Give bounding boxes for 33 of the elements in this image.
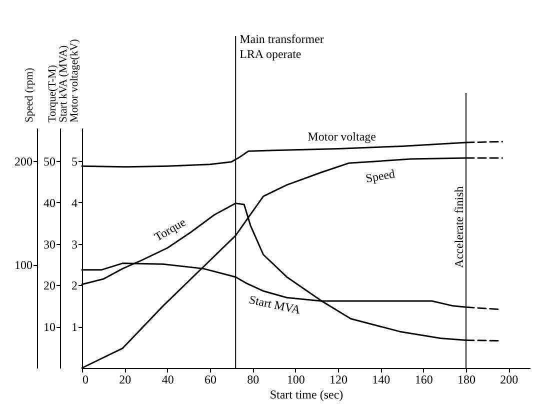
y3-tick-label: 100 <box>14 258 32 272</box>
x-tick-label: 0 <box>82 372 88 386</box>
text: Start MVA <box>248 292 302 317</box>
x-tick-label: 200 <box>500 372 518 386</box>
x-tick-label: 140 <box>372 372 390 386</box>
series-label: Motor voltage <box>308 130 376 144</box>
y2-tick-label: 10 <box>44 320 56 334</box>
x-tick-label: 40 <box>162 372 174 386</box>
y-tick-label: 1 <box>72 320 78 334</box>
x-tick-label: 20 <box>119 372 132 386</box>
ref-line-label: Accelerate finish <box>452 186 466 268</box>
text: Speed <box>364 166 396 186</box>
y3-axis-title: Speed (rpm) <box>24 67 36 122</box>
ref-line-label: Main transformer LRA operate <box>240 32 324 61</box>
text: Torque <box>152 214 188 244</box>
x-tick-label: 100 <box>286 372 305 386</box>
x-tick-label: 120 <box>330 372 348 386</box>
x-axis-title: Start time (sec) <box>270 388 344 402</box>
y3-tick-label: 200 <box>14 154 32 169</box>
y2-tick-label: 50 <box>44 154 56 169</box>
y-axis-title: Motor voltage(kV) <box>68 38 80 122</box>
y-tick-label: 5 <box>72 154 78 169</box>
y2-tick-label: 40 <box>44 196 56 210</box>
y2-tick-label: 20 <box>44 278 56 293</box>
y-tick-label: 2 <box>72 278 78 293</box>
y-tick-label: 3 <box>72 237 78 252</box>
y-tick-label: 4 <box>72 196 78 210</box>
x-tick-label: 60 <box>204 372 216 386</box>
x-tick-label: 80 <box>247 372 260 386</box>
y2-tick-label: 30 <box>44 237 56 252</box>
x-tick-label: 160 <box>414 372 433 386</box>
y2-axis-title: Torque(T-M) Start kVA (MVA) <box>46 44 70 122</box>
x-tick-label: 180 <box>458 372 476 386</box>
